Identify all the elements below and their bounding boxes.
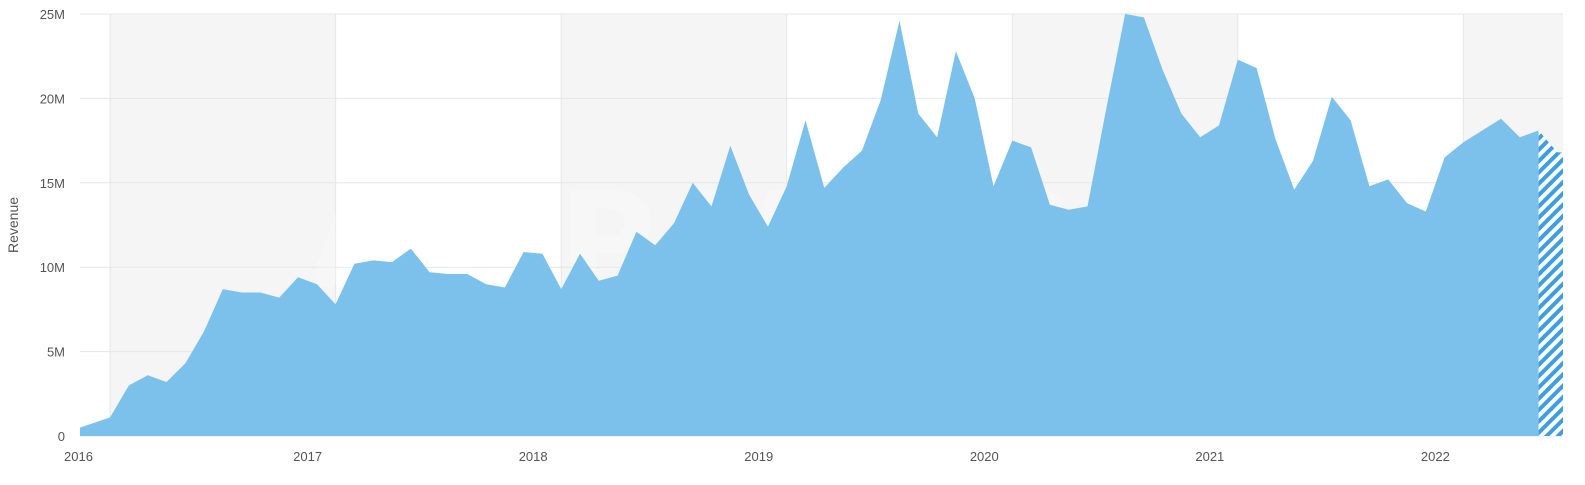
x-tick-label: 2018 — [519, 449, 548, 464]
y-tick-label: 15M — [40, 176, 65, 191]
x-tick-label: 2020 — [970, 449, 999, 464]
x-axis-ticks: 2016 2017 2018 2019 2020 2021 2022 — [64, 449, 1450, 464]
x-tick-label: 2022 — [1421, 449, 1450, 464]
revenue-area — [80, 14, 1539, 436]
y-axis-title: Revenue — [5, 197, 21, 253]
y-axis-ticks: 0 5M 10M 15M 20M 25M — [40, 7, 65, 444]
y-tick-label: 0 — [58, 429, 65, 444]
y-tick-label: 10M — [40, 260, 65, 275]
series-area — [80, 14, 1563, 436]
x-tick-label: 2017 — [293, 449, 322, 464]
x-tick-label: 2021 — [1195, 449, 1224, 464]
x-tick-label: 2016 — [64, 449, 93, 464]
y-tick-label: 5M — [47, 345, 65, 360]
y-tick-label: 20M — [40, 91, 65, 106]
x-tick-label: 2019 — [744, 449, 773, 464]
incomplete-period-area — [1538, 130, 1563, 436]
y-tick-label: 25M — [40, 7, 65, 22]
